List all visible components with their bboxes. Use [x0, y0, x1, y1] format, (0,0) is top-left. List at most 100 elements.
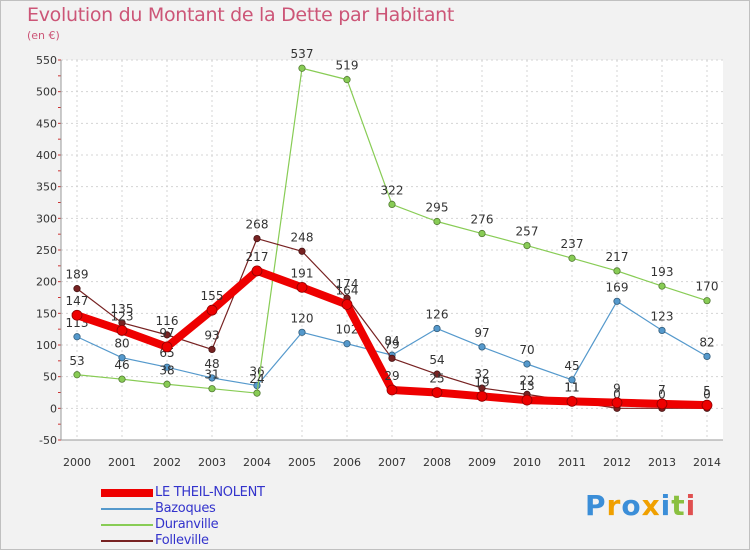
data-point	[566, 395, 578, 407]
legend-label: Folleville	[155, 533, 209, 548]
data-label: 322	[381, 183, 404, 197]
x-tick-label: 2013	[648, 456, 676, 469]
x-tick-label: 2001	[108, 456, 136, 469]
data-point	[163, 363, 171, 371]
data-label: 237	[561, 237, 584, 251]
data-label: 45	[564, 359, 579, 373]
data-point	[298, 247, 306, 255]
legend-label: LE THEIL-NOLENT	[155, 485, 265, 500]
data-label: 170	[696, 280, 719, 294]
legend-swatch	[101, 524, 153, 526]
data-label: 164	[336, 283, 359, 297]
data-label: 13	[519, 379, 534, 393]
data-label: 155	[201, 289, 224, 303]
data-point	[701, 399, 713, 411]
data-label: 537	[291, 47, 314, 61]
data-point	[656, 398, 668, 410]
data-point	[161, 341, 173, 353]
data-point	[433, 324, 441, 333]
data-point	[163, 380, 171, 388]
data-label: 169	[606, 280, 629, 294]
data-label: 135	[111, 302, 134, 316]
data-label: 217	[246, 250, 269, 264]
data-label: 123	[111, 309, 134, 323]
logo-letter: i	[660, 489, 672, 522]
legend-swatch	[101, 540, 153, 542]
x-tick-label: 2005	[288, 456, 316, 469]
data-point	[116, 325, 128, 336]
x-tick-label: 2010	[513, 456, 541, 469]
chart-title: Evolution du Montant de la Dette par Hab…	[27, 4, 455, 26]
data-point	[478, 229, 486, 238]
data-label: 29	[384, 369, 399, 383]
data-point	[253, 235, 261, 243]
logo-letter: i	[685, 489, 697, 522]
data-label: 79	[384, 337, 399, 351]
y-tick-label: 500	[36, 86, 57, 99]
data-point	[613, 297, 621, 305]
data-point	[73, 285, 81, 293]
data-point	[206, 304, 218, 316]
data-label: 38	[159, 363, 174, 377]
data-point	[298, 64, 306, 72]
data-point	[476, 390, 488, 402]
data-point	[208, 374, 216, 382]
y-tick-label: 550	[36, 54, 57, 67]
data-label: 7	[658, 383, 666, 397]
data-point	[388, 200, 396, 208]
logo-letter: o	[621, 489, 642, 522]
data-point	[386, 384, 398, 396]
data-label: 519	[336, 59, 359, 73]
x-tick-label: 2000	[63, 456, 91, 469]
data-point	[611, 397, 623, 409]
data-label: 0	[613, 387, 621, 401]
data-label: 24	[249, 372, 264, 386]
data-label: 248	[291, 230, 314, 244]
data-label: 295	[426, 201, 449, 215]
data-label: 116	[156, 314, 179, 328]
data-point	[703, 352, 711, 360]
data-point	[658, 282, 666, 290]
logo-letter: x	[641, 489, 661, 522]
data-point	[568, 376, 576, 384]
data-label: 82	[699, 335, 714, 349]
x-tick-label: 2002	[153, 456, 181, 469]
data-label: 53	[69, 354, 84, 368]
data-point	[118, 354, 126, 362]
proxiti-logo: Proxiti	[585, 489, 696, 522]
data-label: 97	[159, 326, 174, 340]
data-point	[343, 76, 351, 84]
data-label: 84	[384, 334, 399, 348]
legend-label: Duranville	[155, 517, 219, 532]
data-label: 123	[651, 309, 674, 323]
x-tick-label: 2003	[198, 456, 226, 469]
y-tick-label: 300	[36, 212, 57, 225]
data-point	[343, 340, 351, 348]
chart-subtitle: (en €)	[27, 29, 60, 42]
y-tick-label: 450	[36, 117, 57, 130]
data-point	[251, 265, 263, 277]
y-tick-label: -50	[39, 434, 57, 447]
data-label: 5	[703, 384, 711, 398]
data-point	[521, 394, 533, 406]
data-label: 174	[336, 277, 359, 291]
data-point	[523, 241, 531, 250]
data-point	[208, 385, 216, 393]
data-point	[613, 267, 621, 275]
data-label: 147	[66, 294, 89, 308]
data-label: 80	[114, 337, 129, 351]
data-label: 70	[519, 343, 534, 357]
data-label: 217	[606, 250, 629, 264]
data-point	[433, 370, 441, 378]
x-tick-label: 2014	[693, 456, 721, 469]
data-label: 120	[291, 311, 314, 325]
y-tick-label: 400	[36, 149, 57, 162]
x-tick-label: 2007	[378, 456, 406, 469]
data-point	[118, 375, 126, 383]
y-tick-label: 200	[36, 276, 57, 289]
data-label: 22	[519, 373, 534, 387]
data-point	[388, 354, 396, 362]
legend-swatch	[101, 489, 153, 497]
